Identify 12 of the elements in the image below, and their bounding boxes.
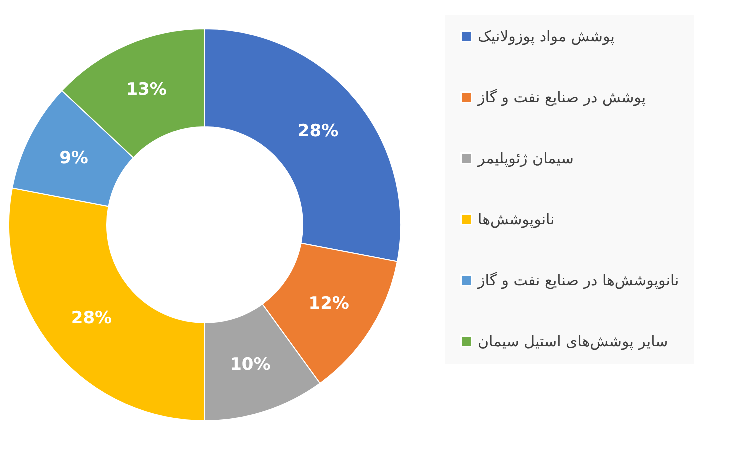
legend-label: سایر پوشش‌های استیل سیمان bbox=[478, 332, 668, 350]
data-label: 13% bbox=[126, 80, 167, 100]
data-label: 28% bbox=[298, 121, 339, 142]
data-label: 9% bbox=[60, 148, 88, 168]
legend-label: نانوپوشش‌ها در صنایع نفت و گاز bbox=[477, 272, 680, 290]
legend-label: سیمان ژئوپلیمر bbox=[477, 150, 574, 168]
legend-label: نانوپوشش‌ها bbox=[478, 210, 555, 228]
legend-label: پوشش در صنایع نفت و گاز bbox=[477, 88, 646, 106]
data-label: 12% bbox=[308, 294, 350, 314]
legend-label: پوشش مواد پوزولانیک bbox=[478, 28, 615, 46]
data-label: 28% bbox=[71, 308, 112, 329]
data-label: 10% bbox=[230, 354, 271, 375]
